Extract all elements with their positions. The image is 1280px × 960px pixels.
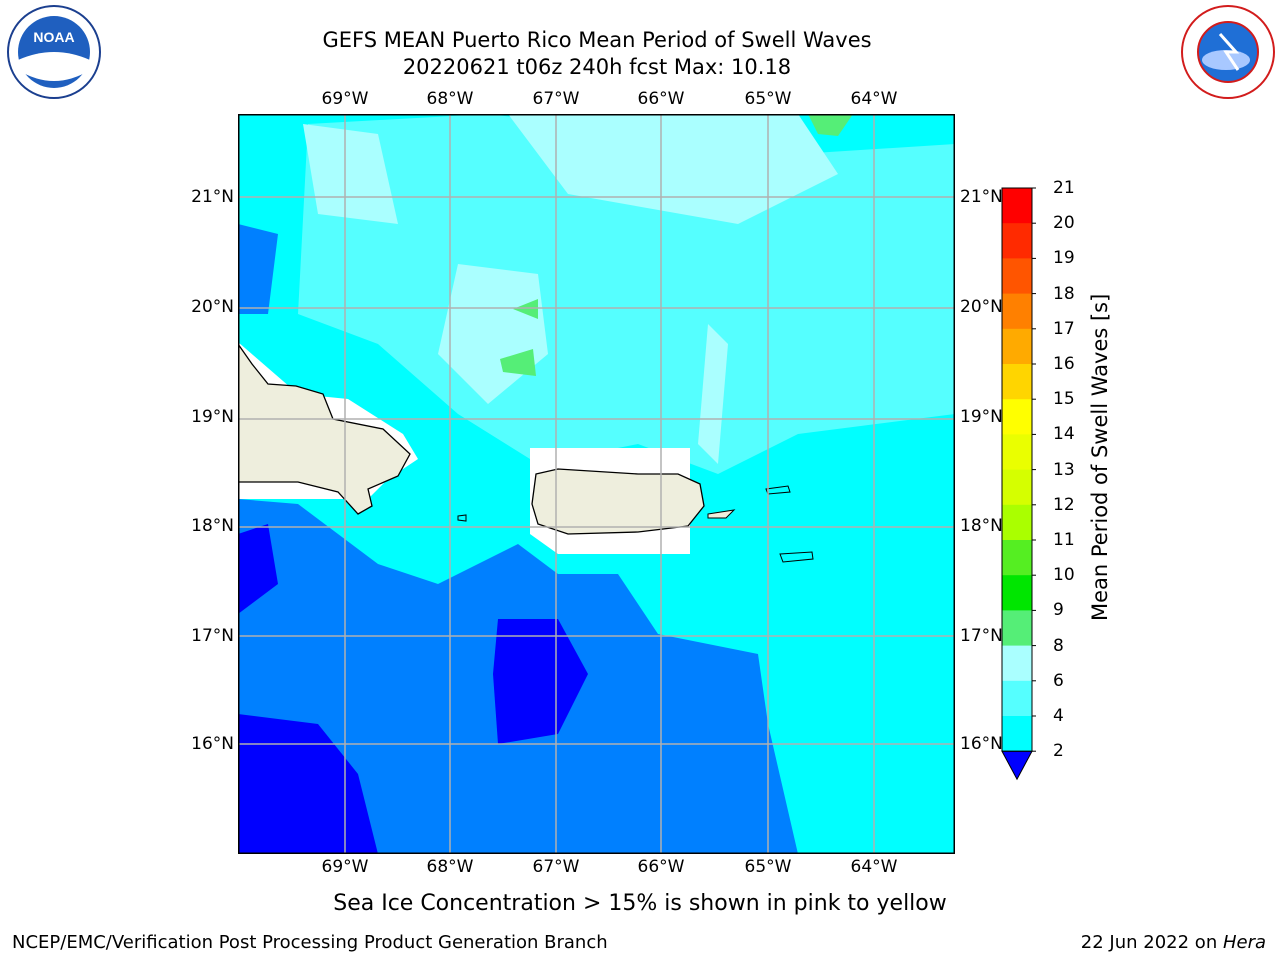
lat-tick-left-4: 17°N bbox=[191, 626, 234, 646]
colorbar-tick-label: 9 bbox=[1053, 600, 1064, 621]
colorbar-label: Mean Period of Swell Waves [s] bbox=[1088, 293, 1112, 621]
lat-tick-right-5: 16°N bbox=[960, 734, 1003, 754]
colorbar-segment bbox=[1002, 469, 1032, 506]
lon-tick-top-1: 68°W bbox=[426, 89, 474, 109]
colorbar-segment bbox=[1002, 680, 1032, 717]
mona-island bbox=[457, 514, 467, 522]
colorbar-segment bbox=[1002, 258, 1032, 295]
sea-ice-note: Sea Ice Concentration > 15% is shown in … bbox=[333, 891, 947, 916]
lat-tick-right-2: 19°N bbox=[960, 407, 1003, 427]
footer-right: 22 Jun 2022 on Hera bbox=[1080, 932, 1266, 953]
lon-tick-top-5: 64°W bbox=[850, 89, 898, 109]
lon-tick-top-4: 65°W bbox=[744, 89, 792, 109]
lon-tick-top-3: 66°W bbox=[637, 89, 685, 109]
noaa-logo-text: NOAA bbox=[33, 29, 74, 45]
period-field-2-4-west bbox=[238, 224, 278, 314]
lat-tick-left-2: 19°N bbox=[191, 407, 234, 427]
colorbar-tick-label: 20 bbox=[1053, 213, 1075, 234]
lon-tick-bottom-5: 64°W bbox=[850, 857, 898, 877]
colorbar-tick-label: 19 bbox=[1053, 248, 1075, 269]
period-field-9-10-b bbox=[513, 299, 538, 319]
period-field-below-4-c bbox=[238, 524, 278, 614]
lat-tick-left-1: 20°N bbox=[191, 297, 234, 317]
lon-tick-bottom-3: 66°W bbox=[637, 857, 685, 877]
noaa-logo: NOAA bbox=[6, 4, 102, 100]
lat-tick-left-3: 18°N bbox=[191, 516, 234, 536]
colorbar-segment bbox=[1002, 293, 1032, 330]
colorbar-segment bbox=[1002, 504, 1032, 541]
map-frame bbox=[238, 114, 955, 854]
period-field-8 bbox=[298, 114, 955, 474]
colorbar-segment bbox=[1002, 716, 1032, 752]
graticule bbox=[238, 114, 955, 854]
map-title: GEFS MEAN Puerto Rico Mean Period of Swe… bbox=[322, 28, 872, 52]
colorbar-tick-label: 18 bbox=[1053, 283, 1075, 304]
colorbar-tick-label: 13 bbox=[1053, 459, 1075, 480]
lat-tick-left-5: 16°N bbox=[191, 734, 234, 754]
lon-tick-bottom-1: 68°W bbox=[426, 857, 474, 877]
colorbar-tick-label: 21 bbox=[1053, 178, 1075, 198]
colorbar-tick-label: 8 bbox=[1053, 635, 1064, 656]
colorbar-tick-label: 11 bbox=[1053, 530, 1075, 550]
period-field-8-9-west bbox=[303, 124, 398, 224]
colorbar-segment bbox=[1002, 328, 1032, 365]
map-plot bbox=[238, 114, 955, 854]
colorbar-tick-label: 12 bbox=[1053, 494, 1075, 515]
st-croix-island bbox=[779, 551, 814, 563]
footer-left: NCEP/EMC/Verification Post Processing Pr… bbox=[12, 932, 608, 953]
lat-tick-right-0: 21°N bbox=[960, 187, 1003, 207]
colorbar-segment bbox=[1002, 610, 1032, 647]
puerto-rico-land bbox=[531, 468, 705, 535]
lat-tick-right-1: 20°N bbox=[960, 297, 1003, 317]
colorbar-segment bbox=[1002, 540, 1032, 576]
colorbar-tick-label: 14 bbox=[1053, 424, 1075, 445]
colorbar-tick-label: 16 bbox=[1053, 354, 1075, 374]
colorbar bbox=[1001, 187, 1036, 781]
footer-host: Hera bbox=[1222, 932, 1266, 953]
lat-tick-left-0: 21°N bbox=[191, 187, 234, 207]
period-field-below-4-b bbox=[238, 714, 378, 854]
colorbar-tick-label: 10 bbox=[1053, 565, 1075, 586]
lon-tick-bottom-4: 65°W bbox=[744, 857, 792, 877]
colorbar-tick-label: 17 bbox=[1053, 318, 1075, 339]
period-field-9-10-c bbox=[500, 349, 536, 376]
colorbar-segment bbox=[1002, 188, 1032, 224]
period-field-8-9-east bbox=[698, 324, 728, 464]
lat-tick-right-4: 17°N bbox=[960, 626, 1003, 646]
colorbar-segment bbox=[1002, 434, 1032, 471]
colorbar-segment bbox=[1002, 645, 1032, 682]
lon-tick-bottom-0: 69°W bbox=[321, 857, 369, 877]
lon-tick-bottom-2: 67°W bbox=[532, 857, 580, 877]
lon-tick-top-0: 69°W bbox=[321, 89, 369, 109]
colorbar-tick-label: 15 bbox=[1053, 389, 1075, 410]
period-field-9-10-a bbox=[808, 114, 853, 136]
colorbar-segment bbox=[1002, 364, 1032, 400]
nws-logo bbox=[1180, 4, 1276, 100]
lat-tick-right-3: 18°N bbox=[960, 516, 1003, 536]
map-subtitle: 20220621 t06z 240h fcst Max: 10.18 bbox=[402, 55, 792, 79]
colorbar-tick-label: 6 bbox=[1053, 670, 1064, 691]
period-field-below-4-a bbox=[493, 619, 588, 744]
colorbar-segment bbox=[1002, 399, 1032, 435]
lon-tick-top-2: 67°W bbox=[532, 89, 580, 109]
colorbar-tick-label: 2 bbox=[1053, 741, 1064, 762]
hispaniola-land bbox=[238, 342, 411, 515]
colorbar-segment bbox=[1002, 223, 1032, 259]
colorbar-extension bbox=[1001, 750, 1033, 781]
vieques-island bbox=[707, 509, 736, 519]
colorbar-segment bbox=[1002, 575, 1032, 611]
colorbar-tick-label: 4 bbox=[1053, 706, 1064, 726]
